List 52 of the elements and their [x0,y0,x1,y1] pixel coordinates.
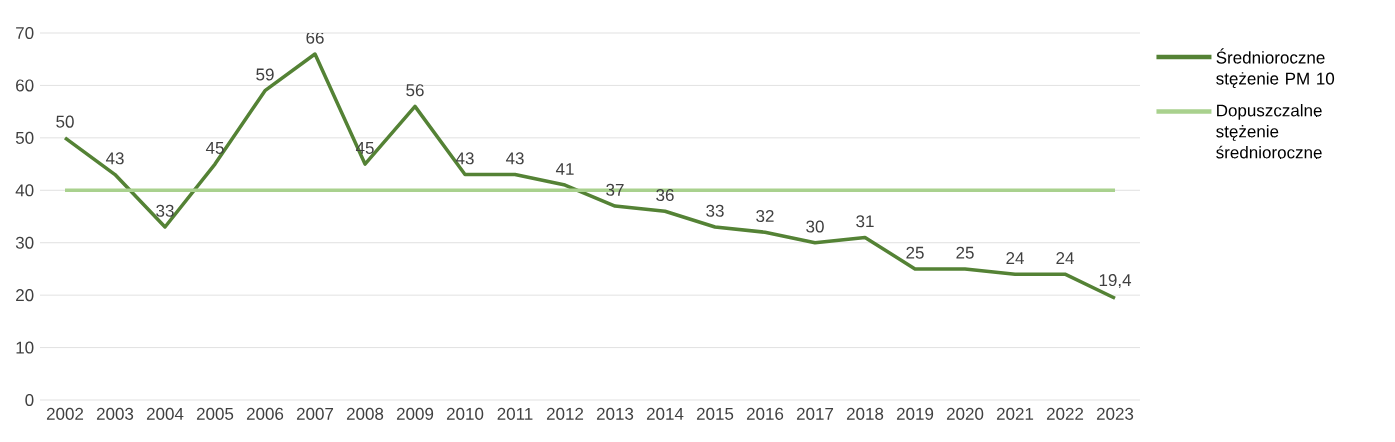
data-label: 36 [656,189,674,202]
x-tick-label: 2004 [146,407,184,420]
data-label: 32 [756,209,774,223]
data-label: 45 [205,142,224,154]
x-tick-label: 2018 [846,407,884,420]
x-tick-label: 2010 [446,407,484,420]
x-tick-label: 2022 [1046,407,1084,420]
x-tick-label: 2019 [896,407,934,420]
y-tick-label: 70 [16,26,34,40]
x-tick-label: 2013 [596,407,634,420]
x-tick-label: 2016 [746,407,784,420]
y-tick-label: 60 [16,79,34,92]
x-tick-label: 2012 [546,407,584,420]
y-tick-label: 0 [25,393,34,407]
data-label: 43 [105,152,124,165]
data-label: 25 [956,246,974,259]
x-tick-label: 2006 [246,407,284,420]
data-label: 33 [706,204,724,217]
data-label: 31 [856,215,874,228]
data-label: 43 [505,152,524,165]
x-tick-label: 2020 [946,407,984,420]
x-tick-label: 2002 [46,407,84,420]
data-label: 41 [555,163,574,175]
x-tick-label: 2008 [346,407,384,420]
legend-label: Średnioroczne stężenie PM 10 [1216,48,1335,89]
data-label: 30 [806,220,824,233]
x-tick-label: 2007 [296,407,334,420]
x-tick-label: 2005 [196,407,234,420]
x-tick-label: 2014 [646,407,684,420]
x-tick-label: 2021 [996,407,1034,420]
x-tick-label: 2003 [96,407,134,420]
legend-label: Dopuszczalne stężenie średnioroczne [1216,104,1322,159]
data-label: 50 [56,115,74,128]
data-label: 33 [156,204,174,217]
y-tick-label: 10 [16,341,34,354]
y-tick-label: 30 [15,236,34,249]
y-tick-label: 20 [16,289,34,302]
data-label: 56 [406,84,424,97]
x-tick-label: 2017 [796,407,834,420]
data-label: 24 [1006,252,1024,264]
data-label: 25 [906,246,924,259]
x-tick-label: 2023 [1096,407,1134,420]
data-label: 19,4 [1099,274,1132,289]
x-tick-label: 2009 [396,407,434,420]
data-label: 43 [455,152,474,165]
data-label: 24 [1056,252,1074,264]
data-label: 59 [256,68,274,81]
y-tick-label: 50 [15,131,34,144]
x-tick-label: 2011 [497,407,533,420]
data-label: 37 [606,183,624,196]
x-tick-label: 2015 [696,407,734,420]
y-tick-label: 40 [15,184,34,197]
